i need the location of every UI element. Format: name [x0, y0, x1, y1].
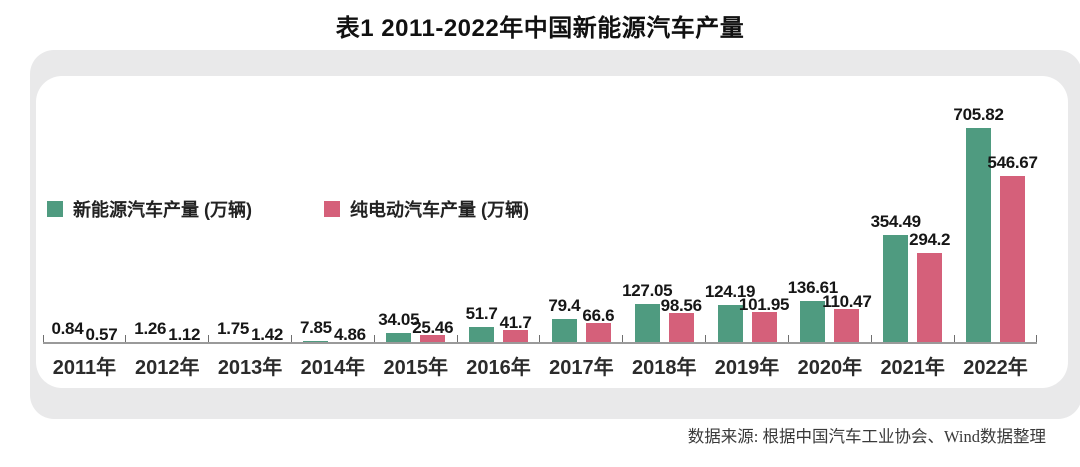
x-axis-line: [43, 342, 1037, 344]
bar-nev: 124.19: [705, 282, 755, 343]
axis-tick: [953, 335, 955, 342]
bar-group: 1.75 1.42 2013年: [208, 0, 292, 379]
bar-bev: 98.56: [661, 296, 702, 343]
bev-legend-label: 纯电动汽车产量 (万辆): [350, 200, 529, 220]
bar-value-label: 25.46: [412, 318, 454, 338]
axis-tick: [787, 335, 789, 342]
bar-nev: 354.49: [871, 212, 921, 343]
source-note: 数据来源: 根据中国汽车工业协会、Wind数据整理: [687, 427, 1046, 446]
bar-group: 705.82 546.67 2022年: [953, 0, 1038, 379]
bar-pair: 1.75 1.42: [209, 319, 292, 344]
bar-value-label: 546.67: [987, 153, 1038, 173]
x-tick-label: 2020年: [797, 357, 863, 379]
bar-group: 0.84 0.57 2011年: [42, 0, 126, 379]
bar-value-label: 110.47: [822, 292, 872, 312]
bar-value-label: 705.82: [953, 104, 1004, 124]
bar-group: 79.4 66.6 2017年: [539, 0, 623, 379]
bar-value-label: 1.26: [134, 318, 167, 338]
bar-group: 124.19 101.95 2019年: [705, 0, 790, 379]
bar-bev: 546.67: [987, 153, 1038, 343]
x-tick-label: 2013年: [217, 357, 283, 379]
bar-value-label: 34.05: [378, 309, 420, 329]
bar-value-label: 136.61: [787, 278, 839, 298]
axis-tick: [208, 335, 210, 342]
bar-pair: 79.4 66.6: [540, 296, 623, 343]
bar-value-label: 1.12: [168, 324, 201, 344]
nev-legend-label: 新能源汽车产量 (万辆): [73, 200, 252, 220]
bar-nev: 34.05: [378, 310, 420, 343]
bar-pair: 354.49 294.2: [871, 212, 954, 343]
x-tick-label: 2022年: [963, 357, 1028, 379]
bar-value-label: 127.05: [622, 281, 673, 301]
legend: 新能源汽车产量 (万辆) 纯电动汽车产量 (万辆): [47, 196, 529, 222]
axis-tick: [125, 335, 127, 342]
x-tick-label: 2016年: [466, 357, 531, 379]
bar-value-label: 1.75: [217, 318, 250, 338]
bar-group: 51.7 41.7 2016年: [456, 0, 540, 379]
bar-value-label: 0.84: [51, 318, 84, 338]
bar-pair: 124.19 101.95: [705, 282, 789, 343]
x-tick-label: 2015年: [383, 357, 448, 379]
bar-value-label: 98.56: [660, 295, 702, 315]
bar-bev: 294.2: [909, 230, 951, 343]
bar-bev: 101.95: [739, 295, 789, 343]
bar-value-label: 1.42: [251, 324, 284, 344]
legend-item-nev: 新能源汽车产量 (万辆): [47, 196, 252, 222]
bar-value-label: 66.6: [582, 305, 615, 325]
x-tick-label: 2011年: [52, 357, 117, 379]
bar-nev: 127.05: [622, 281, 673, 343]
axis-tick: [1036, 335, 1038, 342]
nev-legend-swatch-icon: [47, 201, 63, 217]
bar-value-label: 51.7: [465, 304, 498, 324]
bar-value-label: 101.95: [738, 294, 790, 314]
bar-value-label: 41.7: [499, 313, 532, 333]
bar-group: 7.85 4.86 2014年: [290, 0, 374, 379]
bar-bev: 41.7: [500, 313, 532, 343]
axis-tick: [42, 335, 44, 342]
bar-group: 1.26 1.12 2012年: [125, 0, 209, 379]
axis-tick: [539, 335, 541, 342]
bar-nev: 136.61: [788, 278, 838, 343]
bar-group: 354.49 294.2 2021年: [870, 0, 954, 379]
bar-group: 34.05 25.46 2015年: [373, 0, 457, 379]
bar-value-label: 294.2: [909, 230, 951, 250]
x-tick-label: 2018年: [631, 357, 697, 379]
bar-group: 127.05 98.56 2018年: [622, 0, 706, 379]
bar-nev: 51.7: [466, 304, 498, 343]
x-tick-label: 2021年: [880, 357, 945, 379]
axis-tick: [456, 335, 458, 342]
bar-bev: 66.6: [582, 306, 615, 343]
bar-value-label: 0.57: [85, 324, 118, 344]
bar-nev: 7.85: [300, 318, 332, 343]
bar-value-label: 7.85: [299, 317, 332, 337]
bar-value-label: 79.4: [548, 295, 581, 315]
bar-nev: 79.4: [548, 296, 581, 343]
bar-pair: 34.05 25.46: [374, 310, 457, 343]
axis-tick: [705, 335, 707, 342]
axis-tick: [622, 335, 624, 342]
axis-tick: [870, 335, 872, 342]
x-tick-label: 2019年: [714, 357, 780, 379]
bar-plot-area: 0.84 0.57 2011年 1.26 1.12 2012年 1.75 1.42 2013年 7…: [42, 0, 1038, 379]
bar-pair: 51.7 41.7: [457, 304, 540, 343]
bar-value-label: 4.86: [333, 324, 366, 344]
bar-pair: 127.05 98.56: [622, 281, 706, 343]
bar-value-label: 354.49: [870, 211, 922, 231]
bar-nev: 705.82: [953, 105, 1004, 343]
axis-tick: [373, 335, 375, 342]
bar-pair: 136.61 110.47: [788, 278, 872, 343]
bev-legend-swatch-icon: [324, 201, 340, 217]
bar-pair: 705.82 546.67: [953, 105, 1038, 343]
axis-tick: [290, 335, 292, 342]
bar-group: 136.61 110.47 2020年: [787, 0, 872, 379]
x-tick-label: 2017年: [549, 357, 614, 379]
chart-title: 表1 2011-2022年中国新能源汽车产量: [335, 15, 745, 42]
bar-value-label: 124.19: [704, 282, 756, 302]
legend-item-bev: 纯电动汽车产量 (万辆): [324, 196, 529, 222]
x-tick-label: 2012年: [134, 357, 200, 379]
bar-bev: 110.47: [822, 292, 872, 343]
x-tick-label: 2014年: [300, 357, 366, 379]
bar-bev: 25.46: [412, 318, 454, 343]
